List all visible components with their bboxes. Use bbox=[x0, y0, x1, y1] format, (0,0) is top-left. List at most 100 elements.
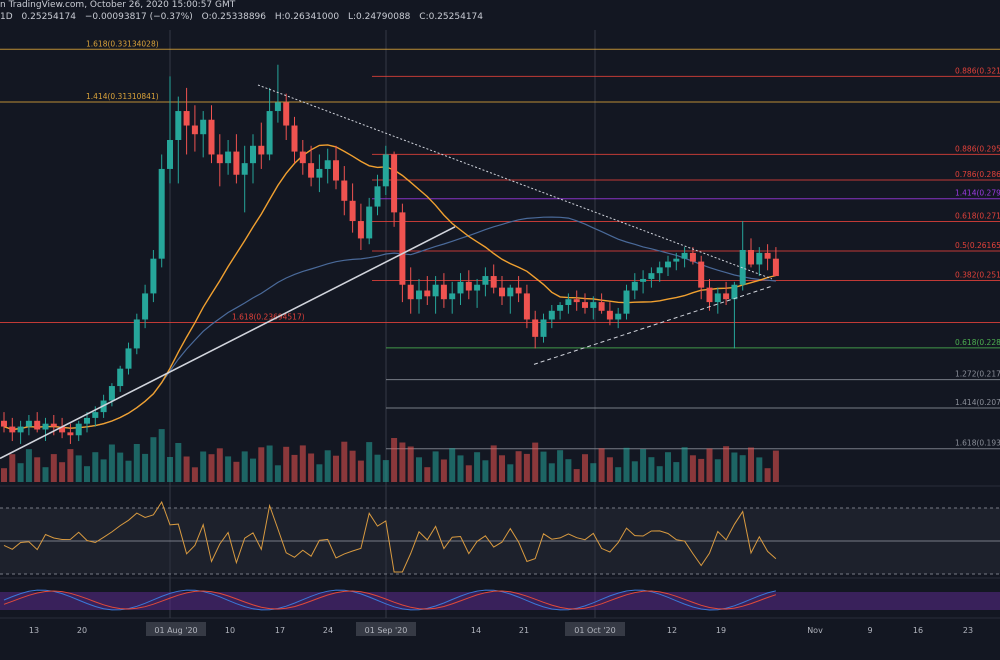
x-axis-tick-label: Nov bbox=[807, 626, 823, 635]
volume-bar bbox=[407, 446, 414, 482]
candle-body bbox=[108, 386, 115, 401]
volume-bar bbox=[316, 464, 323, 482]
candle-body bbox=[233, 151, 240, 175]
volume-bar bbox=[133, 444, 140, 482]
candle-body bbox=[59, 426, 66, 433]
volume-bar bbox=[258, 447, 265, 482]
x-axis-tick-label: 24 bbox=[323, 626, 333, 635]
volume-bar bbox=[125, 460, 132, 482]
volume-bar bbox=[706, 448, 713, 482]
candle-body bbox=[590, 302, 597, 308]
candle-body bbox=[92, 412, 99, 418]
volume-bar bbox=[731, 452, 738, 482]
interval-label: 1D bbox=[0, 12, 13, 22]
volume-bar bbox=[440, 459, 447, 482]
volume-bar bbox=[623, 447, 630, 482]
candle-body bbox=[689, 252, 696, 262]
volume-bar bbox=[772, 450, 779, 482]
candle-body bbox=[158, 168, 165, 259]
volume-bar bbox=[283, 446, 290, 482]
volume-bar bbox=[357, 460, 364, 482]
x-axis-tick-label: 13 bbox=[29, 626, 39, 635]
candle-body bbox=[631, 281, 638, 291]
candle-body bbox=[366, 206, 373, 239]
candle-body bbox=[523, 293, 530, 320]
candle-body bbox=[34, 420, 41, 430]
volume-bar bbox=[490, 445, 497, 482]
x-axis-tick-label: 12 bbox=[667, 626, 677, 635]
volume-bar bbox=[598, 448, 605, 482]
volume-bar bbox=[399, 442, 406, 482]
candle-body bbox=[548, 310, 555, 320]
candle-body bbox=[640, 278, 647, 282]
candle-body bbox=[457, 281, 464, 294]
volume-bar bbox=[266, 445, 273, 482]
candle-body bbox=[274, 102, 281, 112]
x-axis-tick-label: 19 bbox=[716, 626, 726, 635]
volume-bar bbox=[631, 461, 638, 482]
candle-body bbox=[117, 368, 124, 387]
volume-bar bbox=[299, 445, 306, 482]
candle-body bbox=[698, 261, 705, 288]
volume-bar bbox=[681, 447, 688, 482]
candle-body bbox=[42, 423, 49, 430]
candle-body bbox=[183, 111, 190, 126]
candle-body bbox=[748, 250, 754, 265]
candle-body bbox=[731, 284, 738, 300]
rsi-line bbox=[3, 500, 777, 573]
volume-bar bbox=[756, 457, 763, 482]
x-axis-tick-label: 01 Sep '20 bbox=[365, 626, 408, 635]
fib-level-label: 0.786(0.28617) bbox=[955, 170, 1000, 179]
candle-body bbox=[623, 290, 630, 314]
fib-level-label: 0.886(0.32197) bbox=[955, 66, 1000, 75]
candle-body bbox=[200, 119, 207, 135]
candle-body bbox=[482, 276, 489, 285]
stoch-band bbox=[0, 592, 1000, 610]
candle-body bbox=[142, 293, 149, 320]
candle-body bbox=[573, 299, 580, 303]
candle-body bbox=[167, 140, 173, 169]
candle-body bbox=[399, 212, 406, 285]
x-axis-month-badge bbox=[356, 622, 416, 636]
volume-bar bbox=[158, 429, 165, 482]
volume-bar bbox=[241, 451, 248, 482]
volume-bar bbox=[150, 437, 157, 482]
x-axis-tick-label: 16 bbox=[913, 626, 923, 635]
volume-bar bbox=[573, 469, 580, 482]
candle-body bbox=[673, 258, 680, 262]
volume-bar bbox=[324, 450, 331, 482]
volume-bar bbox=[142, 453, 149, 482]
volume-bar bbox=[748, 447, 754, 482]
descending-trendline bbox=[257, 84, 773, 280]
volume-bar bbox=[714, 459, 721, 482]
volume-bar bbox=[416, 457, 422, 482]
candle-body bbox=[557, 305, 564, 311]
candle-body bbox=[515, 287, 522, 294]
candle-body bbox=[648, 273, 655, 279]
candle-body bbox=[299, 151, 306, 164]
volume-bar bbox=[25, 449, 32, 482]
candle-body bbox=[9, 426, 16, 433]
candle-body bbox=[416, 290, 422, 300]
candle-body bbox=[681, 252, 688, 259]
volume-bar bbox=[250, 458, 256, 482]
x-axis-tick-label: 10 bbox=[225, 626, 235, 635]
candle-body bbox=[250, 145, 256, 164]
candle-body bbox=[606, 310, 613, 320]
volume-bar bbox=[432, 451, 439, 482]
volume-bar bbox=[75, 455, 82, 482]
candle-body bbox=[391, 154, 398, 213]
x-axis-tick-label: 14 bbox=[471, 626, 481, 635]
fib-level-label: 1.272(0.21722) bbox=[955, 370, 1000, 379]
candle-body bbox=[17, 426, 24, 433]
candle-body bbox=[191, 125, 198, 135]
candle-body bbox=[349, 200, 356, 222]
close-value: C:0.25254174 bbox=[419, 12, 483, 22]
volume-bar bbox=[183, 456, 190, 482]
volume-bar bbox=[17, 463, 24, 482]
candle-body bbox=[540, 319, 547, 337]
volume-bar bbox=[200, 451, 207, 482]
candle-body bbox=[582, 302, 588, 308]
candle-body bbox=[341, 180, 348, 201]
